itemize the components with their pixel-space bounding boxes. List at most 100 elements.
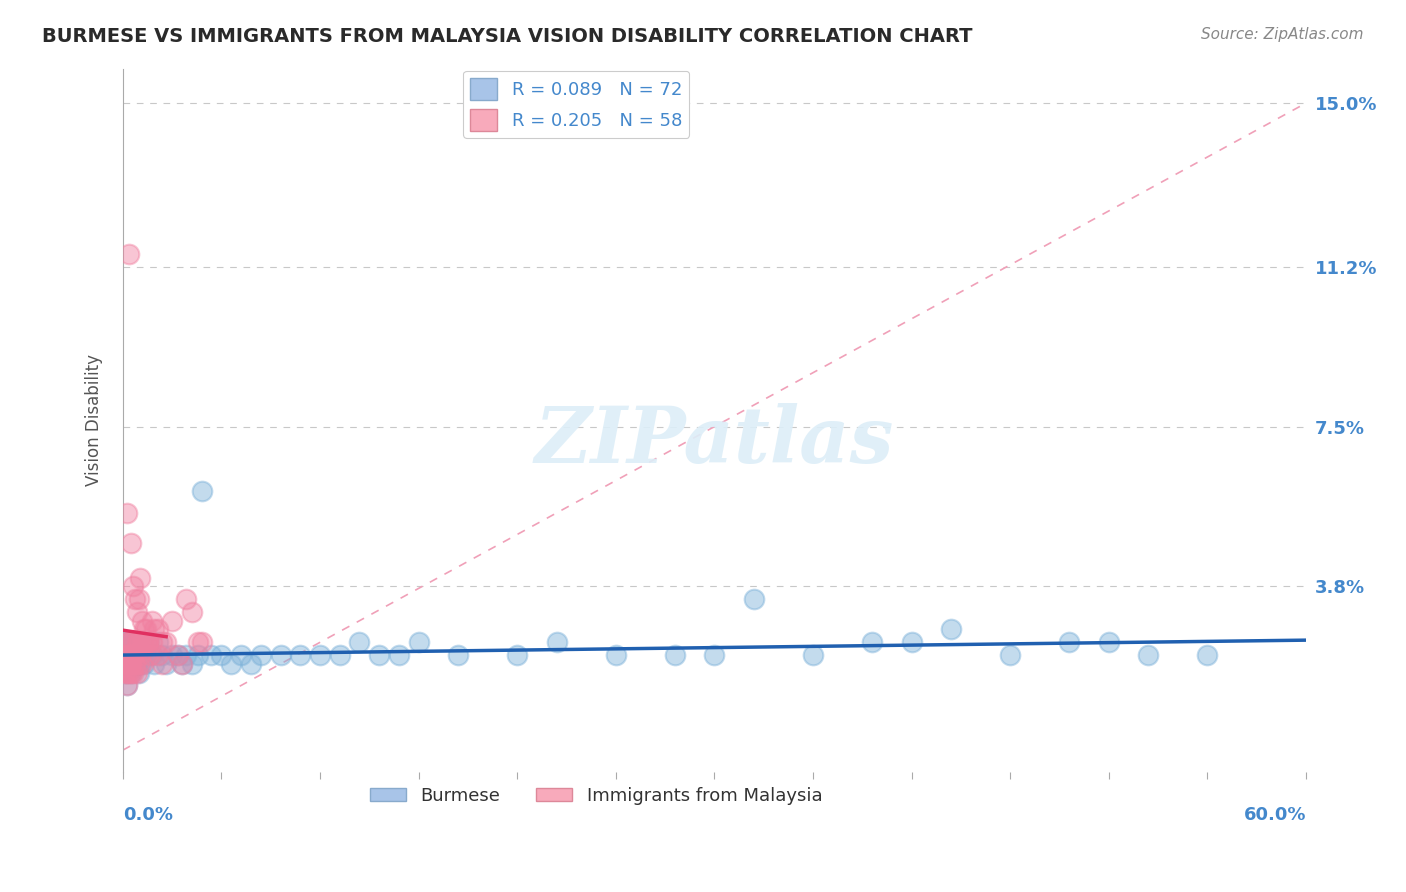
Point (120, 648, 142, 663)
Point (118, 657, 141, 671)
Point (703, 648, 725, 663)
Point (229, 648, 252, 663)
Point (115, 665, 138, 680)
Point (125, 665, 148, 680)
Point (141, 648, 163, 663)
Point (128, 592, 150, 607)
Point (131, 657, 153, 671)
Point (141, 635, 163, 649)
Point (115, 506, 138, 520)
Point (115, 678, 138, 692)
Point (129, 571, 152, 585)
Point (128, 657, 150, 671)
Point (115, 648, 138, 663)
Point (114, 648, 136, 663)
Point (134, 623, 156, 637)
Point (135, 635, 157, 649)
Point (270, 648, 292, 663)
Point (209, 648, 232, 663)
Point (148, 623, 170, 637)
Point (605, 648, 627, 663)
Point (118, 648, 141, 663)
Point (139, 648, 162, 663)
Point (128, 648, 150, 663)
Point (506, 648, 529, 663)
Point (120, 665, 142, 680)
Point (114, 635, 136, 649)
Point (309, 648, 332, 663)
Point (148, 635, 170, 649)
Point (447, 648, 470, 663)
Point (290, 648, 312, 663)
Point (200, 648, 222, 663)
Point (190, 484, 212, 499)
Point (121, 665, 143, 680)
Point (131, 635, 153, 649)
Point (120, 665, 142, 680)
Point (329, 648, 352, 663)
Point (249, 648, 271, 663)
Point (121, 648, 143, 663)
Point (138, 635, 160, 649)
Point (160, 614, 183, 628)
Point (138, 635, 160, 649)
Point (121, 635, 143, 649)
Point (131, 648, 153, 663)
Point (167, 648, 190, 663)
Point (120, 648, 142, 663)
Point (664, 648, 686, 663)
Point (135, 623, 157, 637)
Point (167, 648, 190, 663)
Point (118, 661, 141, 675)
Point (150, 648, 173, 663)
Point (860, 635, 883, 649)
Point (1197, 648, 1219, 663)
Point (120, 657, 142, 671)
Point (125, 635, 148, 649)
Text: 0.0%: 0.0% (122, 806, 173, 824)
Point (131, 614, 153, 628)
Point (118, 635, 141, 649)
Point (170, 657, 193, 671)
Point (121, 635, 143, 649)
Legend: Burmese, Immigrants from Malaysia: Burmese, Immigrants from Malaysia (363, 780, 830, 812)
Point (170, 657, 193, 671)
Point (114, 665, 136, 680)
Point (1059, 635, 1081, 649)
Point (115, 678, 138, 692)
Point (121, 648, 143, 663)
Point (219, 657, 242, 671)
Point (155, 635, 177, 649)
Point (187, 635, 209, 649)
Point (120, 657, 142, 671)
Point (939, 623, 962, 637)
Point (125, 657, 148, 671)
Point (148, 648, 170, 663)
Point (174, 592, 197, 607)
Point (118, 635, 141, 649)
Point (118, 665, 141, 680)
Point (121, 661, 143, 675)
Point (114, 665, 136, 680)
Point (160, 648, 183, 663)
Point (408, 635, 430, 649)
Point (742, 592, 765, 607)
Point (124, 648, 146, 663)
Text: 60.0%: 60.0% (1243, 806, 1306, 824)
Point (1000, 648, 1022, 663)
Point (118, 648, 141, 663)
Point (121, 579, 143, 593)
Point (124, 648, 146, 663)
Point (115, 635, 138, 649)
Point (801, 648, 824, 663)
Point (187, 648, 209, 663)
Point (138, 635, 160, 649)
Text: ZIPatlas: ZIPatlas (534, 403, 894, 480)
Point (118, 657, 141, 671)
Point (134, 635, 156, 649)
Point (134, 657, 156, 671)
Point (115, 665, 138, 680)
Point (349, 635, 371, 649)
Text: BURMESE VS IMMIGRANTS FROM MALAYSIA VISION DISABILITY CORRELATION CHART: BURMESE VS IMMIGRANTS FROM MALAYSIA VISI… (42, 27, 973, 45)
Point (190, 635, 212, 649)
